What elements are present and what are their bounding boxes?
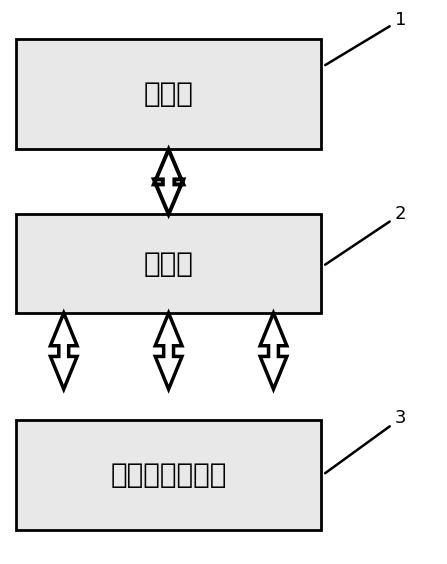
Polygon shape xyxy=(260,313,287,389)
Text: 3: 3 xyxy=(325,409,406,473)
Text: 下位机: 下位机 xyxy=(143,250,194,277)
Text: 悬浮物采样装置: 悬浮物采样装置 xyxy=(110,461,227,489)
Polygon shape xyxy=(51,313,77,389)
Polygon shape xyxy=(154,149,183,214)
Polygon shape xyxy=(155,313,182,389)
Text: 2: 2 xyxy=(325,205,406,265)
Text: 1: 1 xyxy=(325,11,406,65)
Bar xyxy=(17,39,321,149)
Bar xyxy=(17,420,321,530)
Text: 上位机: 上位机 xyxy=(143,81,194,108)
Bar xyxy=(17,214,321,313)
